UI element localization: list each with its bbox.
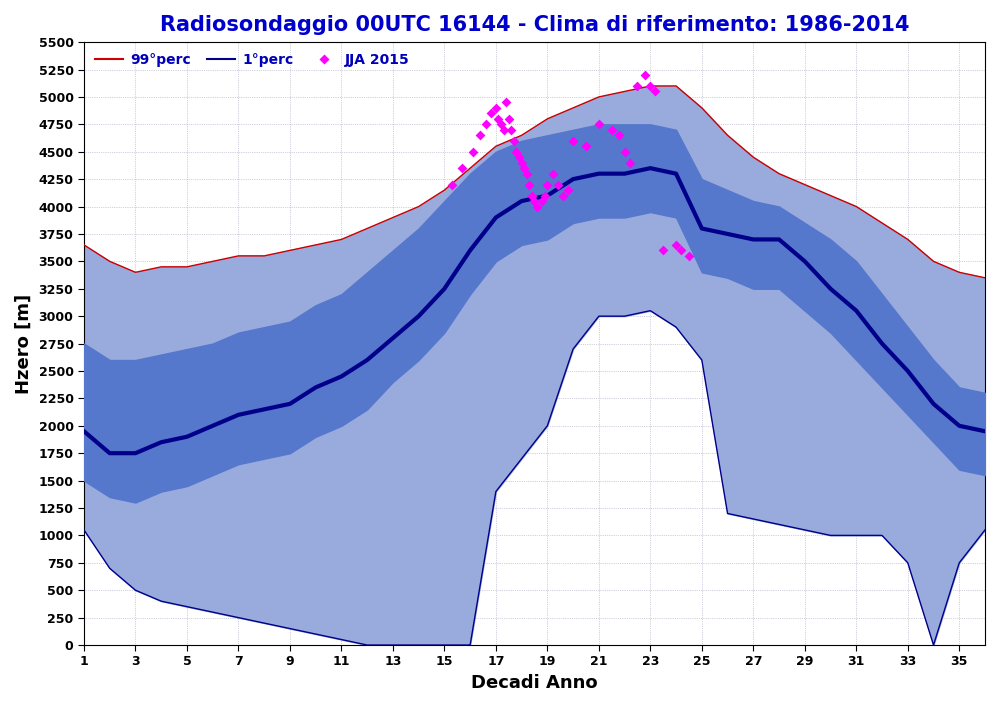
Point bbox=[516, 163, 532, 174]
Y-axis label: Hzero [m]: Hzero [m] bbox=[15, 293, 33, 394]
Point bbox=[501, 113, 517, 124]
Point bbox=[511, 151, 527, 163]
Title: Radiosondaggio 00UTC 16144 - Clima di riferimento: 1986-2014: Radiosondaggio 00UTC 16144 - Clima di ri… bbox=[160, 15, 909, 35]
Point bbox=[637, 69, 653, 81]
Point bbox=[526, 195, 542, 206]
Point bbox=[565, 135, 581, 146]
Point bbox=[465, 146, 481, 158]
Point bbox=[534, 195, 550, 206]
Point bbox=[545, 168, 561, 180]
Point bbox=[550, 179, 566, 190]
Point bbox=[478, 119, 494, 130]
Point bbox=[622, 157, 638, 168]
X-axis label: Decadi Anno: Decadi Anno bbox=[471, 674, 598, 692]
Point bbox=[591, 119, 607, 130]
Point bbox=[498, 97, 514, 108]
Point bbox=[642, 81, 658, 92]
Point bbox=[483, 107, 499, 119]
Point bbox=[524, 190, 540, 201]
Point bbox=[493, 119, 509, 130]
Point bbox=[560, 185, 576, 196]
Point bbox=[496, 124, 512, 136]
Point bbox=[604, 124, 620, 136]
Point bbox=[444, 179, 460, 190]
Point bbox=[647, 86, 663, 97]
Point bbox=[537, 190, 553, 201]
Point bbox=[454, 163, 470, 174]
Point bbox=[488, 103, 504, 114]
Point bbox=[673, 245, 689, 256]
Point bbox=[611, 129, 627, 141]
Point bbox=[521, 179, 537, 190]
Point bbox=[490, 113, 506, 124]
Point bbox=[617, 146, 633, 158]
Point bbox=[506, 135, 522, 146]
Point bbox=[578, 141, 594, 152]
Legend: 99°perc, 1°perc, JJA 2015: 99°perc, 1°perc, JJA 2015 bbox=[91, 49, 414, 71]
Point bbox=[555, 190, 571, 201]
Point bbox=[514, 157, 530, 168]
Point bbox=[655, 245, 671, 256]
Point bbox=[519, 168, 535, 180]
Point bbox=[539, 179, 555, 190]
Point bbox=[508, 146, 524, 158]
Point bbox=[529, 201, 545, 212]
Point bbox=[681, 250, 697, 262]
Point bbox=[629, 81, 645, 92]
Point bbox=[503, 124, 519, 136]
Point bbox=[668, 239, 684, 250]
Point bbox=[472, 129, 488, 141]
